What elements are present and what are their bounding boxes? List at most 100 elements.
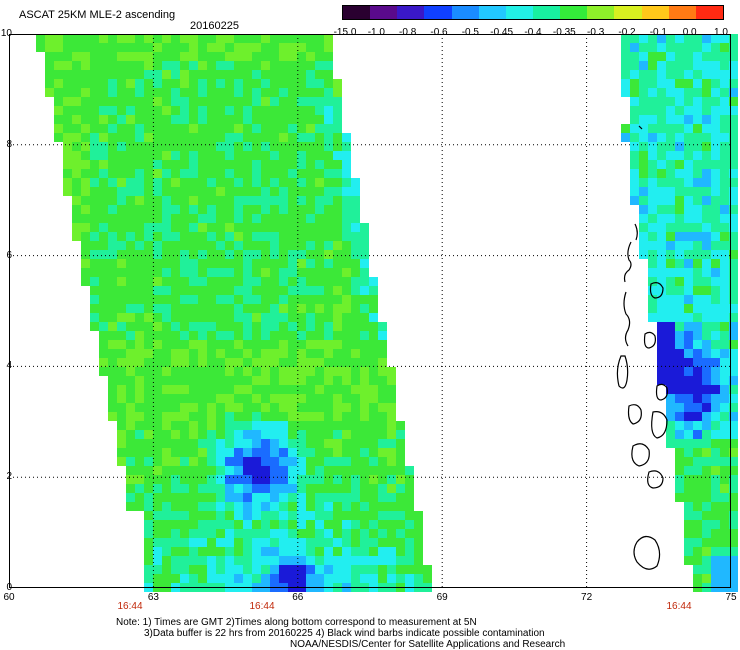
wind-cell <box>63 88 72 97</box>
wind-cell <box>351 529 360 538</box>
wind-cell <box>126 214 135 223</box>
wind-cell <box>270 61 279 70</box>
wind-cell <box>198 358 207 367</box>
wind-cell <box>252 376 261 385</box>
wind-cell <box>711 448 720 457</box>
wind-cell <box>144 151 153 160</box>
wind-cell <box>378 340 387 349</box>
wind-cell <box>189 151 198 160</box>
wind-cell <box>360 430 369 439</box>
wind-cell <box>684 322 693 331</box>
wind-cell <box>396 439 405 448</box>
wind-cell <box>162 34 171 43</box>
wind-cell <box>729 466 738 475</box>
wind-cell <box>270 79 279 88</box>
wind-cell <box>225 196 234 205</box>
wind-cell <box>225 295 234 304</box>
wind-cell <box>288 475 297 484</box>
wind-cell <box>144 340 153 349</box>
wind-cell <box>126 124 135 133</box>
wind-cell <box>207 412 216 421</box>
wind-cell <box>711 466 720 475</box>
wind-cell <box>720 349 729 358</box>
wind-cell <box>297 484 306 493</box>
wind-cell <box>189 331 198 340</box>
wind-cell <box>720 556 729 565</box>
wind-cell <box>207 466 216 475</box>
wind-cell <box>333 529 342 538</box>
wind-cell <box>162 412 171 421</box>
wind-cell <box>297 421 306 430</box>
wind-cell <box>252 412 261 421</box>
wind-cell <box>702 187 711 196</box>
wind-cell <box>117 142 126 151</box>
wind-cell <box>126 349 135 358</box>
wind-cell <box>369 376 378 385</box>
wind-cell <box>108 97 117 106</box>
wind-cell <box>720 340 729 349</box>
wind-cell <box>333 547 342 556</box>
wind-cell <box>297 151 306 160</box>
wind-cell <box>252 538 261 547</box>
wind-cell <box>288 511 297 520</box>
wind-cell <box>126 250 135 259</box>
wind-cell <box>207 214 216 223</box>
wind-cell <box>270 43 279 52</box>
wind-cell <box>306 196 315 205</box>
wind-cell <box>351 277 360 286</box>
wind-cell <box>153 484 162 493</box>
wind-cell <box>144 268 153 277</box>
wind-cell <box>378 502 387 511</box>
wind-cell <box>108 403 117 412</box>
wind-cell <box>243 430 252 439</box>
wind-cell <box>108 340 117 349</box>
wind-cell <box>684 520 693 529</box>
wind-cell <box>387 385 396 394</box>
wind-cell <box>189 106 198 115</box>
wind-cell <box>711 565 720 574</box>
wind-cell <box>99 358 108 367</box>
wind-cell <box>126 79 135 88</box>
wind-cell <box>306 232 315 241</box>
wind-cell <box>207 376 216 385</box>
wind-cell <box>297 232 306 241</box>
wind-cell <box>162 187 171 196</box>
wind-cell <box>333 574 342 583</box>
wind-cell <box>387 475 396 484</box>
wind-cell <box>216 466 225 475</box>
wind-cell <box>243 34 252 43</box>
wind-cell <box>216 133 225 142</box>
wind-cell <box>279 529 288 538</box>
wind-cell <box>99 52 108 61</box>
wind-cell <box>108 160 117 169</box>
wind-cell <box>378 475 387 484</box>
wind-cell <box>279 52 288 61</box>
wind-cell <box>234 358 243 367</box>
wind-cell <box>135 205 144 214</box>
wind-cell <box>333 124 342 133</box>
wind-cell <box>306 421 315 430</box>
wind-cell <box>639 124 648 133</box>
wind-cell <box>162 538 171 547</box>
wind-cell <box>126 133 135 142</box>
wind-cell <box>225 268 234 277</box>
wind-cell <box>306 403 315 412</box>
wind-cell <box>333 223 342 232</box>
wind-cell <box>684 466 693 475</box>
wind-cell <box>135 88 144 97</box>
wind-cell <box>369 430 378 439</box>
wind-cell <box>153 151 162 160</box>
wind-cell <box>135 493 144 502</box>
wind-cell <box>216 223 225 232</box>
wind-cell <box>63 142 72 151</box>
wind-cell <box>702 511 711 520</box>
wind-cell <box>648 133 657 142</box>
wind-cell <box>171 403 180 412</box>
wind-cell <box>198 178 207 187</box>
wind-cell <box>720 250 729 259</box>
wind-cell <box>297 538 306 547</box>
wind-cell <box>153 574 162 583</box>
wind-cell <box>315 556 324 565</box>
wind-cell <box>270 97 279 106</box>
x-tick-label: 66 <box>292 592 304 603</box>
